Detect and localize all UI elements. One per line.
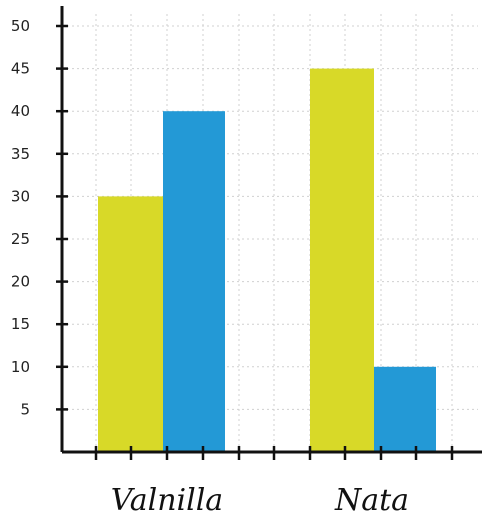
x-category-label: Nata: [334, 483, 409, 518]
y-tick-label: 30: [11, 187, 30, 205]
bar-valnilla-series-1: [98, 196, 163, 452]
bar-nata-series-2: [374, 366, 436, 452]
y-tick-label: 10: [11, 358, 30, 376]
x-category-label: Valnilla: [111, 483, 223, 518]
y-tick-label: 50: [11, 17, 30, 35]
axes: [56, 6, 482, 460]
bar-nata-series-1: [310, 68, 374, 452]
bar-valnilla-series-2: [163, 111, 225, 452]
y-tick-label: 20: [11, 273, 30, 291]
y-tick-label: 15: [11, 315, 30, 333]
y-tick-label: 25: [11, 230, 30, 248]
labels: 5 10 15 20 25 30 35 40 45 50 Valnilla Nata: [11, 17, 409, 518]
y-tick-label: 45: [11, 60, 30, 78]
y-tick-label: 5: [20, 400, 30, 418]
y-tick-label: 35: [11, 145, 30, 163]
y-tick-label: 40: [11, 102, 30, 120]
bars: [98, 68, 436, 452]
